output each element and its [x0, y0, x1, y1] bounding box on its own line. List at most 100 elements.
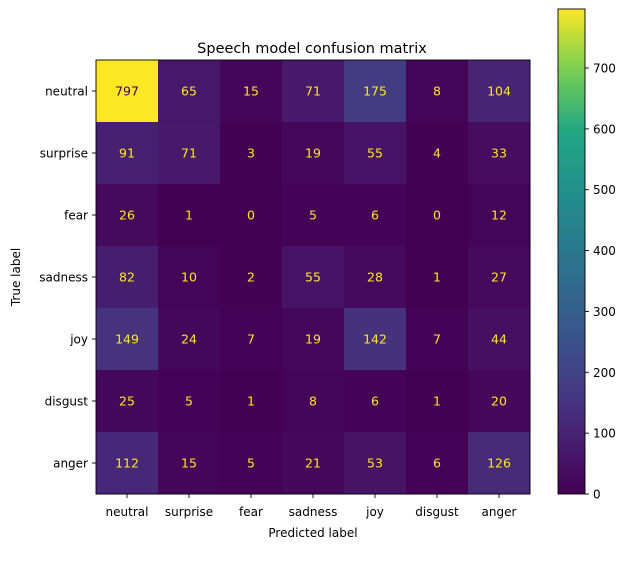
cell-value-label: 2	[247, 270, 255, 285]
cell-value-label: 65	[181, 84, 197, 99]
heatmap-cell	[344, 246, 407, 309]
cell-value-label: 1	[433, 394, 441, 409]
heatmap-cell	[96, 308, 159, 371]
heatmap-cell	[344, 308, 407, 371]
heatmap-cell	[282, 246, 345, 309]
colorbar-tick-label: 200	[593, 366, 616, 380]
heatmap-cell	[282, 370, 345, 433]
colorbar-frame	[557, 8, 586, 495]
colorbar-tick-label: 700	[593, 62, 616, 76]
heatmap-cell	[158, 370, 221, 433]
cell-value-label: 4	[433, 146, 441, 161]
cell-value-label: 71	[305, 84, 321, 99]
cell-value-label: 6	[433, 456, 441, 471]
heatmap-cell	[220, 370, 283, 433]
cell-value-label: 27	[491, 270, 507, 285]
cell-value-label: 28	[367, 270, 383, 285]
cell-value-label: 1	[433, 270, 441, 285]
heatmap-cell	[468, 122, 531, 185]
heatmap-cell	[344, 370, 407, 433]
heatmap-cell	[96, 370, 159, 433]
colorbar-tick-label: 400	[593, 244, 616, 258]
cell-value-label: 5	[309, 208, 317, 223]
cell-value-label: 19	[305, 332, 321, 347]
heatmap-cell	[220, 122, 283, 185]
cell-value-label: 20	[491, 394, 507, 409]
cell-value-label: 6	[371, 208, 379, 223]
heatmap-cell	[96, 122, 159, 185]
cell-value-label: 55	[305, 270, 321, 285]
heatmap-cell	[344, 184, 407, 247]
heatmap-cell	[220, 432, 283, 495]
y-axis-ticks: neutral surprise fear sadness joy disgust ange…	[39, 85, 96, 471]
heatmap-cell	[158, 432, 221, 495]
chart-title: Speech model confusion matrix	[197, 41, 427, 57]
heatmap-cell	[406, 60, 469, 123]
heatmap-cell	[96, 246, 159, 309]
cell-value-label: 24	[181, 332, 197, 347]
y-tick-label: surprise	[40, 147, 88, 161]
heatmap-cell	[344, 122, 407, 185]
heatmap-cell	[158, 246, 221, 309]
colorbar-tick-label: 100	[593, 427, 616, 441]
cell-value-label: 3	[247, 146, 255, 161]
cell-value-label: 149	[115, 332, 139, 347]
cell-value-label: 1	[185, 208, 193, 223]
cell-value-label: 0	[247, 208, 255, 223]
heatmap-cell	[220, 60, 283, 123]
heatmap-cell	[406, 184, 469, 247]
x-axis-label: Predicted label	[268, 526, 357, 540]
cell-value-label: 8	[433, 84, 441, 99]
colorbar-tick-label: 500	[593, 183, 616, 197]
cell-value-label: 6	[371, 394, 379, 409]
heatmap-cell	[220, 184, 283, 247]
cell-value-label: 175	[363, 84, 387, 99]
cell-value-label: 82	[119, 270, 135, 285]
heatmap-cell	[468, 370, 531, 433]
colorbar-tick-label: 0	[593, 488, 601, 502]
y-tick-label: fear	[64, 209, 88, 223]
cell-value-label: 10	[181, 270, 197, 285]
cell-value-label: 797	[115, 84, 139, 99]
x-axis-ticks: neutral surprise fear sadness joy disgust ange…	[106, 494, 517, 519]
y-tick-label: joy	[69, 333, 88, 347]
cell-value-label: 112	[115, 456, 139, 471]
cell-value-label: 142	[363, 332, 387, 347]
cell-value-label: 5	[247, 456, 255, 471]
heatmap-cell	[96, 184, 159, 247]
cell-value-label: 0	[433, 208, 441, 223]
heatmap-cell	[344, 432, 407, 495]
x-tick-label: fear	[239, 505, 263, 519]
heatmap-cell	[158, 308, 221, 371]
heatmap-cell	[468, 308, 531, 371]
heatmap-cell	[158, 122, 221, 185]
cell-value-label: 15	[243, 84, 259, 99]
heatmap-cell	[468, 60, 531, 123]
cell-value-label: 7	[247, 332, 255, 347]
cell-value-label: 21	[305, 456, 321, 471]
cell-value-label: 12	[491, 208, 507, 223]
cell-value-label: 53	[367, 456, 383, 471]
heatmap-cell	[96, 60, 159, 123]
heatmap-cell	[282, 432, 345, 495]
heatmap-cell	[468, 184, 531, 247]
cell-value-label: 104	[487, 84, 511, 99]
y-axis-label: True label	[9, 248, 23, 307]
cell-value-label: 1	[247, 394, 255, 409]
cell-value-label: 44	[491, 332, 507, 347]
cell-value-label: 33	[491, 146, 507, 161]
cell-value-label: 25	[119, 394, 135, 409]
cell-value-label: 91	[119, 146, 135, 161]
heatmap-cell	[468, 246, 531, 309]
heatmap-cell	[344, 60, 407, 123]
colorbar-tick-label: 600	[593, 122, 616, 136]
heatmap-cell	[406, 122, 469, 185]
cell-value-label: 26	[119, 208, 135, 223]
y-tick-label: disgust	[45, 395, 89, 409]
colorbar-gradient	[558, 9, 585, 494]
heatmap-cell	[158, 184, 221, 247]
heatmap-cell	[158, 60, 221, 123]
cell-value-label: 7	[433, 332, 441, 347]
